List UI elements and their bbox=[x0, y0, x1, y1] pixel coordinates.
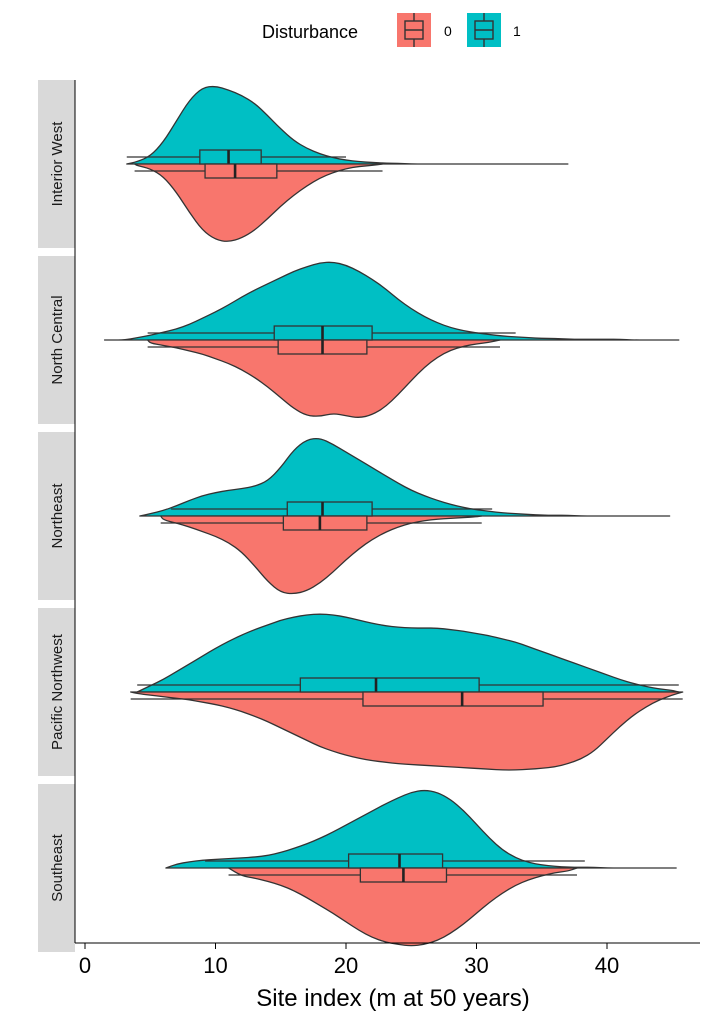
box-1 bbox=[286, 501, 373, 517]
x-axis-ticks: 0 10 20 30 40 bbox=[79, 943, 619, 978]
box-1 bbox=[299, 677, 480, 693]
box-1 bbox=[199, 149, 262, 165]
legend: Disturbance 0 1 bbox=[262, 13, 521, 47]
x-tick-label: 0 bbox=[79, 953, 91, 978]
legend-label-1: 1 bbox=[513, 23, 521, 39]
violin-1 bbox=[103, 261, 680, 341]
facet-strip-label: Southeast bbox=[49, 833, 66, 901]
box-1 bbox=[347, 853, 444, 869]
legend-key-1: 1 bbox=[467, 13, 521, 47]
violin-1 bbox=[139, 437, 671, 517]
facet-strip-label: Pacific Northwest bbox=[49, 633, 66, 750]
facet-strip bbox=[38, 80, 75, 248]
facet-panel: Southeast bbox=[38, 784, 677, 952]
legend-title: Disturbance bbox=[262, 22, 358, 42]
x-tick-label: 40 bbox=[595, 953, 619, 978]
violin-0 bbox=[160, 515, 483, 595]
violin-0 bbox=[227, 867, 578, 947]
facet-panels: Interior West North Central Northeast Pacif… bbox=[38, 80, 684, 952]
facet-strip bbox=[38, 784, 75, 952]
legend-key-0: 0 bbox=[397, 13, 452, 47]
legend-label-0: 0 bbox=[444, 23, 452, 39]
violin-1 bbox=[126, 85, 569, 165]
x-tick-label: 20 bbox=[334, 953, 358, 978]
x-tick-label: 10 bbox=[203, 953, 227, 978]
violin-1 bbox=[165, 789, 677, 869]
facet-strip bbox=[38, 608, 75, 776]
facet-panel: Interior West bbox=[38, 80, 569, 248]
violin-1 bbox=[136, 613, 680, 693]
x-tick-label: 30 bbox=[464, 953, 488, 978]
facet-panel: Pacific Northwest bbox=[38, 608, 684, 776]
facet-strip bbox=[38, 256, 75, 424]
box-0 bbox=[282, 515, 368, 531]
box-0 bbox=[362, 691, 544, 707]
facet-strip-label: Northeast bbox=[49, 483, 66, 549]
facet-panel: North Central bbox=[38, 256, 680, 424]
facet-strip-label: North Central bbox=[49, 295, 66, 384]
box-0 bbox=[204, 163, 278, 179]
x-axis-title: Site index (m at 50 years) bbox=[256, 985, 529, 1012]
violin-0 bbox=[130, 691, 684, 771]
facet-strip bbox=[38, 432, 75, 600]
violin-0 bbox=[146, 339, 501, 418]
facet-strip-label: Interior West bbox=[49, 121, 66, 207]
facet-panel: Northeast bbox=[38, 432, 671, 600]
